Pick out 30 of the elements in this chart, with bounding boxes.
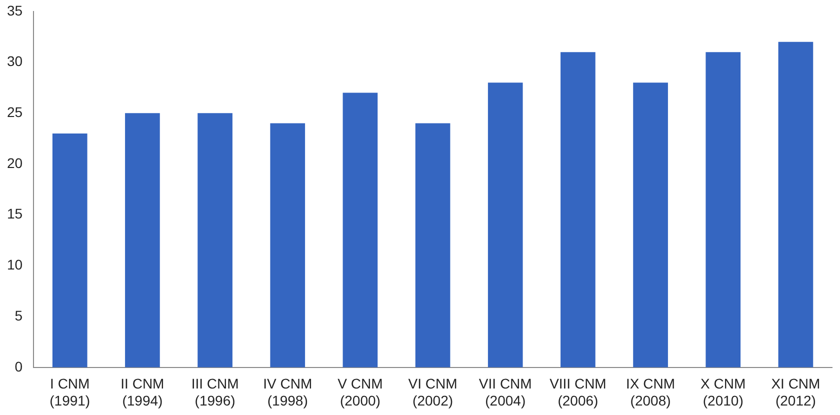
x-tick-label: VIII CNM (2006) bbox=[550, 376, 606, 408]
bar bbox=[706, 52, 741, 368]
bar bbox=[778, 42, 814, 368]
x-tick-label: X CNM (2010) bbox=[700, 376, 746, 408]
bar bbox=[125, 113, 160, 368]
bar bbox=[633, 82, 668, 368]
y-tick-label: 30 bbox=[6, 53, 23, 70]
y-tick-label: 5 bbox=[14, 307, 23, 324]
bar bbox=[342, 92, 378, 368]
x-tick-label: V CNM (2000) bbox=[338, 376, 383, 408]
x-tick-label: VII CNM (2004) bbox=[478, 376, 532, 408]
bar bbox=[560, 52, 596, 368]
x-tick-label: II CNM (1994) bbox=[120, 376, 164, 408]
y-tick-label: 20 bbox=[6, 154, 23, 171]
bar bbox=[488, 82, 523, 368]
y-tick-label: 15 bbox=[6, 206, 23, 222]
x-tick-label: VI CNM (2002) bbox=[408, 376, 458, 408]
bar bbox=[52, 133, 88, 368]
y-tick-label: 10 bbox=[6, 256, 23, 273]
x-tick-label: III CNM (1996) bbox=[191, 376, 239, 408]
y-tick-label: 35 bbox=[6, 2, 23, 18]
x-tick-label: IV CNM (1998) bbox=[263, 376, 312, 408]
bar bbox=[198, 113, 232, 368]
x-tick-label: IX CNM (2008) bbox=[626, 376, 676, 408]
y-tick-label: 25 bbox=[6, 104, 23, 120]
y-tick-label: 0 bbox=[14, 358, 23, 374]
bar bbox=[270, 123, 306, 368]
bar bbox=[415, 123, 450, 368]
x-tick-label: XI CNM (2012) bbox=[771, 376, 820, 408]
x-tick-label: I CNM (1991) bbox=[50, 376, 90, 408]
